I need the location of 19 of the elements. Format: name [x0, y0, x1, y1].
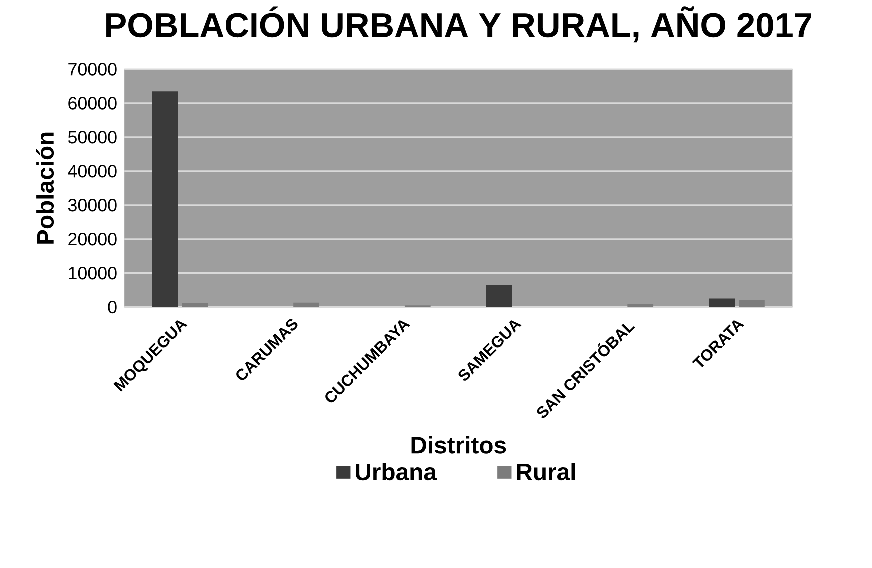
- y-tick-label: 40000: [68, 165, 117, 178]
- bar: [486, 285, 512, 308]
- bar: [739, 300, 765, 308]
- y-tick-label: 10000: [69, 267, 117, 280]
- legend-label: Rural: [517, 463, 576, 481]
- legend-label: Urbana: [356, 463, 438, 481]
- y-tick-label: 0: [108, 301, 117, 314]
- y-tick-label: 30000: [68, 199, 117, 212]
- y-tick-label: 70000: [68, 63, 117, 76]
- chart-title: POBLACIÓN URBANA Y RURAL, AÑO 2017: [106, 6, 812, 43]
- y-tick-label: 50000: [68, 131, 117, 144]
- bar: [182, 303, 208, 308]
- y-tick-label: 20000: [68, 233, 117, 246]
- bar: [294, 303, 320, 308]
- x-axis-title: Distritos: [412, 436, 506, 454]
- bar: [152, 92, 178, 308]
- bar: [709, 298, 736, 308]
- y-axis-title: Población: [36, 132, 54, 244]
- y-tick-label: 60000: [68, 97, 117, 110]
